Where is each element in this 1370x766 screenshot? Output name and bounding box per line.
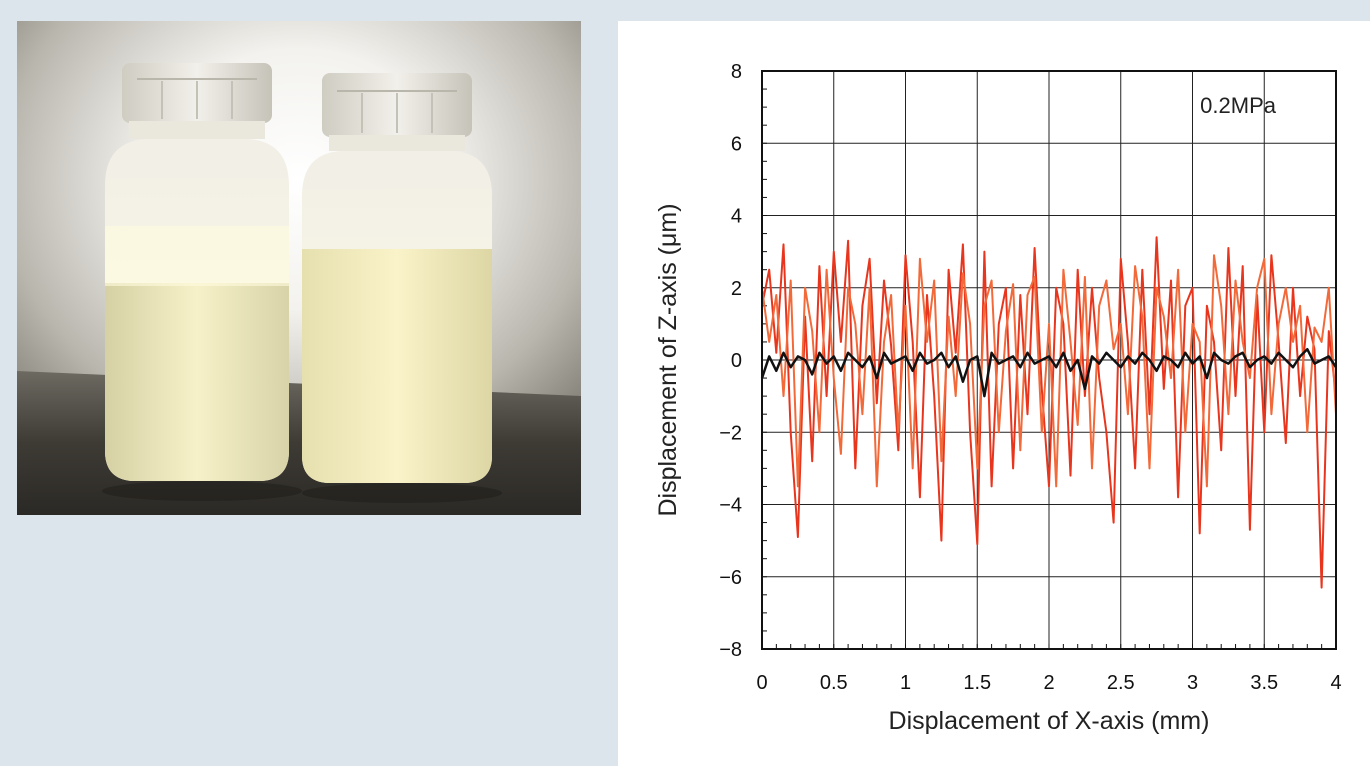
series-line-2: [760, 347, 1338, 398]
x-tick-label: 1: [900, 672, 911, 694]
series-line-1: [761, 236, 1337, 589]
bottles-photo-image: [17, 21, 581, 515]
x-tick-label: 0: [756, 672, 767, 694]
series-line-3: [761, 254, 1337, 488]
plot-frame: [761, 70, 1337, 650]
x-tick-label: 1.5: [963, 672, 991, 694]
y-axis-title: Displacement of Z-axis (μm): [654, 203, 682, 516]
y-tick-label: −8: [719, 639, 742, 661]
pressure-annotation: 0.2MPa: [1200, 93, 1277, 118]
grid-lines: [761, 70, 1337, 650]
series-lines: [760, 236, 1338, 589]
displacement-chart: 0 0.5 1 1.5 2 2.5 3 3.5 4 −8 −6 −4 −2 0 2 4 6 8 0.2MPa D…: [618, 21, 1370, 766]
x-tick-label: 0.5: [820, 672, 848, 694]
x-tick-label: 3: [1187, 672, 1198, 694]
chart-svg: 0 0.5 1 1.5 2 2.5 3 3.5 4 −8 −6 −4 −2 0 2 4 6 8 0.2MPa D…: [654, 61, 1342, 735]
x-tick-label: 4: [1330, 672, 1341, 694]
bottles-photo: [17, 21, 581, 515]
left-bottle: [105, 63, 289, 481]
right-bottle: [302, 73, 492, 483]
x-tick-label: 2: [1043, 672, 1054, 694]
y-tick-label: 6: [731, 133, 742, 155]
y-tick-label: 8: [731, 61, 742, 83]
y-tick-label: 0: [731, 350, 742, 372]
y-tick-label: −6: [719, 567, 742, 589]
y-tick-label: 2: [731, 278, 742, 300]
x-tick-label: 3.5: [1250, 672, 1278, 694]
x-tick-labels: 0 0.5 1 1.5 2 2.5 3 3.5 4: [756, 672, 1341, 694]
y-tick-label: −4: [719, 495, 742, 517]
x-axis-title: Displacement of X-axis (mm): [889, 707, 1210, 735]
x-tick-label: 2.5: [1107, 672, 1135, 694]
y-tick-label: −2: [719, 422, 742, 444]
y-tick-label: 4: [731, 206, 742, 228]
y-tick-labels: −8 −6 −4 −2 0 2 4 6 8: [719, 61, 742, 661]
